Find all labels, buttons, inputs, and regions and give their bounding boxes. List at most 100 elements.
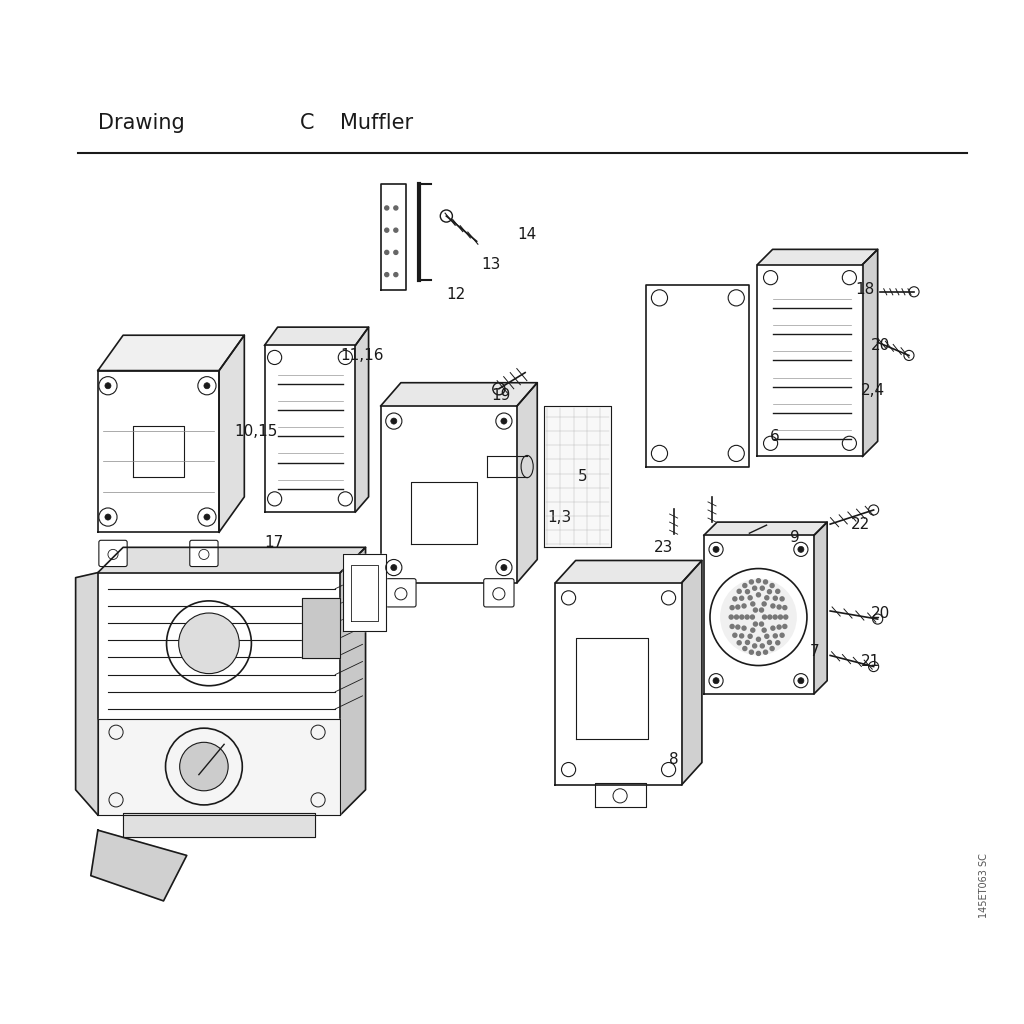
Circle shape [760,586,764,590]
Polygon shape [343,554,386,631]
Circle shape [385,272,389,276]
Polygon shape [98,572,340,815]
Text: 7: 7 [810,644,819,658]
Circle shape [782,625,786,629]
Text: Muffler: Muffler [340,113,414,133]
Polygon shape [862,250,878,457]
Circle shape [776,590,779,593]
Circle shape [745,590,750,594]
Polygon shape [381,183,406,290]
Polygon shape [381,406,517,583]
Circle shape [771,626,775,630]
Circle shape [798,678,804,684]
Text: 20: 20 [870,338,890,353]
Text: 145ET063 SC: 145ET063 SC [979,853,989,919]
Circle shape [760,644,764,648]
Circle shape [179,742,228,791]
Circle shape [782,605,786,609]
Polygon shape [758,250,878,264]
Text: 20: 20 [870,605,890,621]
Circle shape [754,608,758,612]
Text: 12: 12 [446,288,466,302]
Circle shape [739,634,743,638]
Polygon shape [703,522,827,536]
Circle shape [104,514,111,520]
Circle shape [394,272,398,276]
Polygon shape [703,536,814,694]
Circle shape [204,514,210,520]
Polygon shape [646,285,750,467]
Circle shape [777,605,781,609]
Circle shape [750,650,754,654]
Text: 11,16: 11,16 [340,348,384,362]
Circle shape [762,628,766,632]
Polygon shape [758,264,862,457]
Text: 1,3: 1,3 [548,510,571,524]
Polygon shape [98,548,366,572]
Circle shape [798,547,804,552]
Circle shape [762,602,766,606]
Circle shape [385,251,389,254]
Polygon shape [682,560,701,784]
Circle shape [754,622,758,626]
Circle shape [753,586,757,590]
FancyBboxPatch shape [189,541,218,566]
Circle shape [733,597,737,601]
Circle shape [742,646,746,650]
Circle shape [204,383,210,389]
Circle shape [720,579,797,655]
Circle shape [501,418,507,424]
FancyBboxPatch shape [99,541,127,566]
Circle shape [713,678,719,684]
Text: 21: 21 [860,654,880,669]
Text: 19: 19 [492,388,511,403]
Circle shape [753,644,757,648]
Polygon shape [381,383,538,406]
Polygon shape [545,406,611,548]
Circle shape [767,640,771,644]
Circle shape [742,626,746,630]
Circle shape [778,615,782,620]
Circle shape [745,615,750,620]
Circle shape [739,596,743,600]
Circle shape [773,596,777,600]
Circle shape [757,651,761,655]
Circle shape [736,625,740,629]
Circle shape [768,615,772,620]
Circle shape [730,605,734,609]
Circle shape [749,634,753,638]
Polygon shape [555,583,682,784]
Polygon shape [340,548,366,815]
Text: 6: 6 [770,429,779,443]
Text: C: C [300,113,314,133]
Circle shape [751,628,755,632]
Circle shape [770,584,774,588]
Polygon shape [123,813,315,838]
Circle shape [730,625,734,629]
Polygon shape [91,830,186,901]
Polygon shape [98,335,245,371]
Polygon shape [264,327,369,345]
Circle shape [765,596,769,600]
Circle shape [394,228,398,232]
Text: Drawing: Drawing [98,113,184,133]
Circle shape [737,590,741,593]
Polygon shape [98,371,219,532]
Text: 2,4: 2,4 [860,383,885,398]
Polygon shape [302,598,340,658]
Circle shape [749,596,753,600]
Circle shape [750,580,754,584]
Text: 10,15: 10,15 [234,424,278,438]
Polygon shape [98,719,340,815]
Circle shape [773,634,777,638]
Circle shape [733,633,737,637]
Polygon shape [219,335,245,532]
Circle shape [736,605,740,609]
Circle shape [394,206,398,210]
Circle shape [757,637,761,641]
Circle shape [777,625,781,629]
Circle shape [763,615,767,620]
Circle shape [742,604,746,608]
Polygon shape [517,383,538,583]
Circle shape [770,646,774,650]
